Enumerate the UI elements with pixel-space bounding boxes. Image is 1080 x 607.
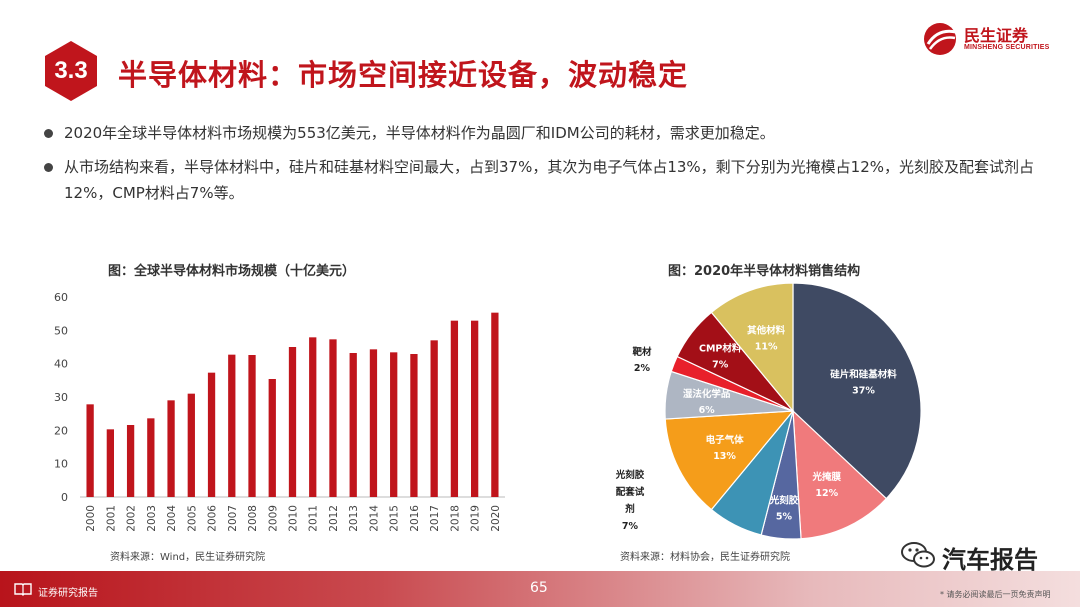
wechat-icon (901, 542, 935, 568)
bar (288, 347, 297, 497)
bullet-dot-icon (44, 163, 53, 172)
pie-label: 电子气体 13% (706, 434, 745, 462)
x-tick-label: 2013 (348, 505, 360, 532)
bar (430, 340, 438, 497)
x-tick-label: 2016 (409, 505, 421, 532)
pie-slice (710, 282, 794, 413)
bar (349, 353, 357, 497)
pie-label: 靶材 2% (632, 346, 652, 374)
x-tick-label: 2010 (288, 505, 300, 532)
pie-label: 光刻胶配套试剂 7% (615, 469, 645, 532)
pie-slice (792, 282, 922, 500)
x-tick-label: 2002 (126, 505, 138, 532)
disclaimer: * 请务必阅读最后一页免责声明 (940, 590, 1051, 599)
bar (167, 400, 175, 497)
y-tick-label: 60 (54, 291, 68, 304)
watermark-text: 汽车报告 (942, 546, 1038, 574)
x-tick-label: 2009 (267, 505, 279, 532)
pie-label: 其他材料 11% (747, 324, 786, 352)
x-tick-label: 2000 (85, 505, 97, 532)
page-number: 65 (530, 580, 548, 596)
pie-label: 硅片和硅基材料 37% (830, 368, 897, 396)
bullet-item: 从市场结构来看，半导体材料中，硅片和硅基材料空间最大，占到37%，其次为电子气体… (44, 154, 1054, 206)
pie-label: CMP材料 7% (699, 343, 742, 371)
bar (309, 337, 317, 497)
bar-chart-source: 资料来源：Wind，民生证券研究院 (110, 552, 266, 563)
x-tick-label: 2004 (166, 505, 178, 532)
pie-label: 湿法化学品 6% (683, 388, 731, 416)
footer-label: 证券研究报告 (38, 588, 98, 599)
y-tick-label: 30 (54, 391, 68, 404)
bullet-item: 2020年全球半导体材料市场规模为553亿美元，半导体材料作为晶圆厂和IDM公司… (44, 120, 1054, 146)
bar-chart: 0 10 20 30 40 50 60 2000 2001 2002 2003 2004 2005 200… (54, 291, 505, 532)
x-tick-label: 2012 (328, 505, 340, 532)
bar (86, 404, 94, 497)
y-tick-label: 0 (61, 491, 68, 504)
bar (491, 312, 499, 497)
pie-slice (792, 409, 888, 540)
x-tick-label: 2011 (308, 505, 320, 532)
bar (390, 352, 398, 497)
minsheng-logo-icon (924, 23, 957, 55)
bar (471, 320, 479, 497)
bar (268, 379, 276, 497)
x-tick-label: 2001 (105, 505, 117, 532)
y-tick-label: 10 (54, 458, 68, 471)
x-tick-label: 2008 (247, 505, 259, 532)
x-tick-label: 2003 (146, 505, 158, 532)
y-tick-label: 20 (54, 424, 68, 437)
section-badge-shape (45, 41, 97, 101)
x-tick-label: 2015 (389, 505, 401, 532)
y-tick-label: 40 (54, 358, 68, 371)
bar (228, 354, 236, 497)
bar (369, 349, 378, 497)
pie-chart-title: 图：2020年半导体材料销售结构 (668, 264, 861, 279)
logo-text-cn: 民生证券 (964, 26, 1029, 45)
x-tick-label: 2005 (186, 505, 198, 532)
bar (126, 425, 135, 497)
bar (248, 355, 256, 497)
bar (329, 339, 337, 497)
page-title: 半导体材料：市场空间接近设备，波动稳定 (118, 58, 689, 92)
y-tick-label: 50 (54, 324, 68, 337)
pie-slice (664, 410, 795, 511)
pie-chart: 硅片和硅基材料 37% 光掩膜 12% 光刻胶 5% 光刻胶配套试剂 7% 电子气体 13% 湿法化… (615, 282, 922, 540)
bar (147, 418, 155, 497)
bar (410, 354, 418, 497)
bullet-text: 2020年全球半导体材料市场规模为553亿美元，半导体材料作为晶圆厂和IDM公司… (64, 124, 775, 142)
pie-label: 光刻胶 5% (769, 495, 799, 523)
book-icon (14, 583, 32, 596)
x-tick-label: 2018 (449, 505, 461, 532)
bar (187, 393, 195, 497)
pie-label: 光掩膜 12% (812, 471, 842, 499)
bar-chart-title: 图：全球半导体材料市场规模（十亿美元） (108, 264, 356, 279)
x-tick-label: 2020 (490, 505, 502, 532)
footer-bar (0, 571, 1080, 607)
x-tick-label: 2017 (429, 505, 441, 532)
x-tick-label: 2007 (227, 505, 239, 532)
bullet-list: 2020年全球半导体材料市场规模为553亿美元，半导体材料作为晶圆厂和IDM公司… (44, 120, 1054, 214)
bullet-dot-icon (44, 129, 53, 138)
x-tick-label: 2014 (368, 505, 380, 532)
bar (207, 372, 216, 497)
x-tick-label: 2006 (207, 505, 219, 532)
x-tick-label: 2019 (470, 505, 482, 532)
bullet-text: 从市场结构来看，半导体材料中，硅片和硅基材料空间最大，占到37%，其次为电子气体… (64, 158, 1035, 202)
bar (450, 320, 459, 497)
logo-text-en: MINSHENG SECURITIES (964, 44, 1050, 51)
pie-chart-source: 资料来源：材料协会，民生证券研究院 (620, 552, 790, 563)
bar (106, 429, 114, 497)
section-number: 3.3 (54, 57, 88, 84)
